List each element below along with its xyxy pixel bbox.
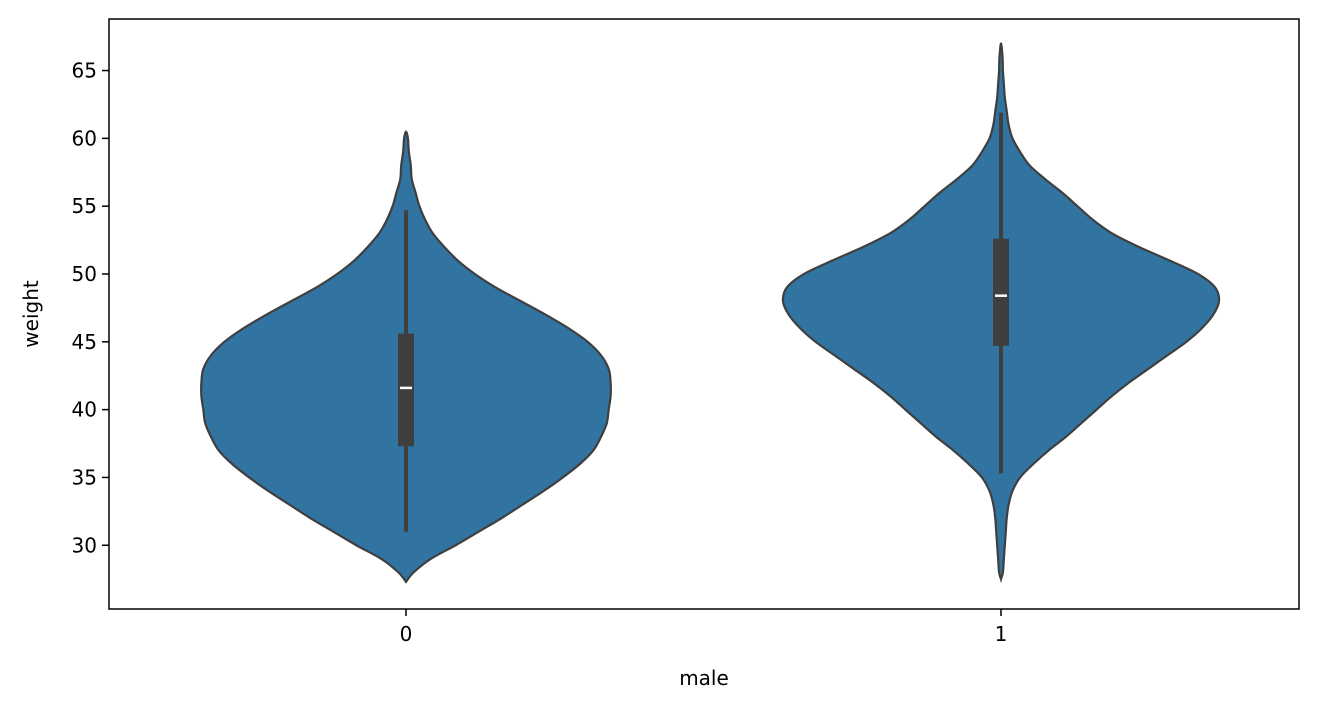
x-axis-label: male [679, 666, 729, 690]
y-axis: 30 35 40 45 50 55 60 65 [72, 59, 109, 557]
y-tick-label-50: 50 [72, 262, 97, 286]
y-tick-label-65: 65 [72, 59, 97, 83]
y-tick-label-40: 40 [72, 398, 97, 422]
y-tick-label-45: 45 [72, 330, 97, 354]
violin-box-0 [398, 333, 414, 447]
y-tick-label-30: 30 [72, 533, 97, 557]
boxes-layer [398, 112, 1009, 532]
x-tick-label-1: 1 [995, 622, 1008, 646]
y-tick-label-35: 35 [72, 465, 97, 489]
x-tick-label-0: 0 [400, 622, 413, 646]
y-axis-label: weight [19, 280, 43, 348]
y-tick-label-60: 60 [72, 126, 97, 150]
violin-box-1 [993, 238, 1009, 346]
y-tick-label-55: 55 [72, 194, 97, 218]
plot-frame [108, 18, 1300, 610]
